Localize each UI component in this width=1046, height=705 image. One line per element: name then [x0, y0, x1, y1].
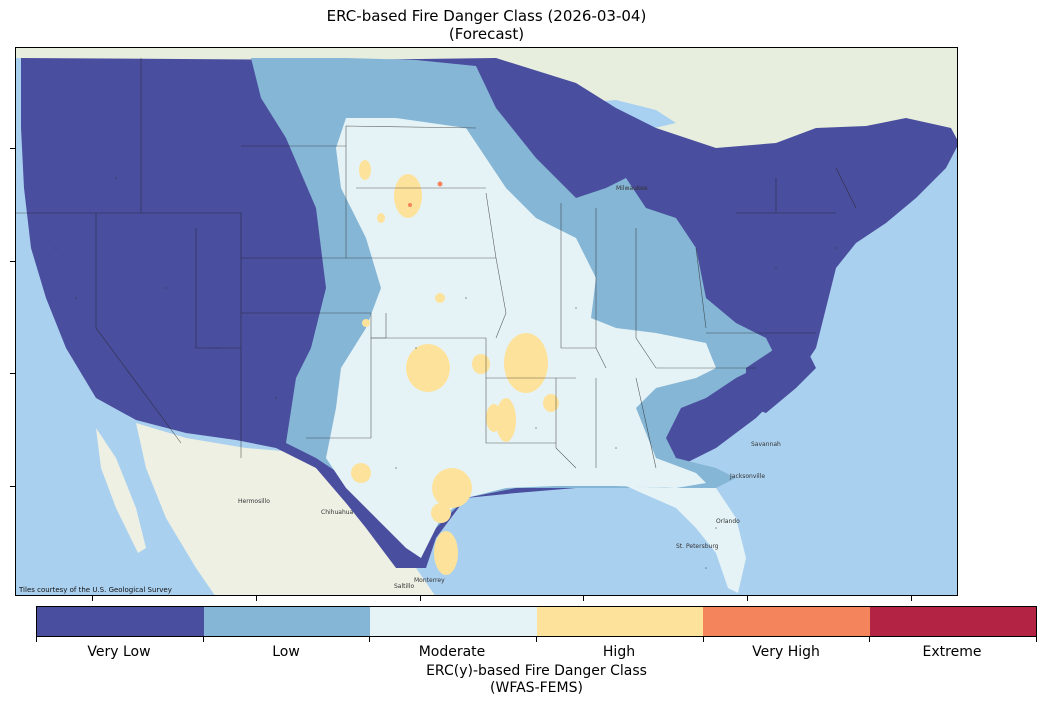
- place-label: Orlando: [716, 518, 740, 525]
- y-tick: [10, 373, 15, 374]
- mexico-land: [136, 423, 435, 595]
- x-tick: [420, 596, 421, 601]
- place-label: St. Petersburg: [676, 543, 719, 550]
- baja-california: [96, 428, 146, 553]
- colorbar-tick: [869, 637, 870, 642]
- colorbar-tick: [369, 637, 370, 642]
- class-high-patch: [406, 344, 450, 392]
- place-label: Monterrey: [414, 577, 445, 584]
- class-high-patch: [504, 333, 548, 393]
- class-high-patch: [496, 398, 516, 442]
- class-high-patch: [394, 174, 422, 218]
- colorbar-low: [203, 607, 370, 636]
- colorbar-label-very-high: Very High: [752, 644, 820, 660]
- place-label: Savannah: [751, 441, 781, 448]
- map-attribution: Tiles courtesy of the U.S. Geological Su…: [19, 586, 172, 594]
- place-labels: Hermosillo Chihuahua Monterrey Saltillo …: [238, 185, 781, 590]
- class-high-patch: [432, 468, 472, 508]
- class-high-patch: [359, 160, 371, 180]
- colorbar-tick: [536, 637, 537, 642]
- colorbar-very-high: [703, 607, 870, 636]
- place-label: Chihuahua: [321, 509, 354, 516]
- class-high-patch: [434, 531, 458, 575]
- map-canvas: Hermosillo Chihuahua Monterrey Saltillo …: [16, 48, 957, 595]
- colorbar-label-very-low: Very Low: [87, 644, 151, 660]
- colorbar-tick: [703, 637, 704, 642]
- colorbar-title-line-2: (WFAS-FEMS): [490, 680, 583, 696]
- title-line-1: ERC-based Fire Danger Class (2026-03-04): [326, 7, 647, 25]
- chart-title: ERC-based Fire Danger Class (2026-03-04)…: [0, 7, 973, 43]
- colorbar-moderate: [370, 607, 537, 636]
- class-high-patch: [543, 394, 559, 412]
- colorbar-label-moderate: Moderate: [418, 644, 486, 660]
- class-very-high-dot: [408, 203, 412, 207]
- place-label: Saltillo: [394, 583, 415, 590]
- x-tick: [256, 596, 257, 601]
- title-line-2: (Forecast): [448, 25, 525, 43]
- class-high-patch: [472, 354, 490, 374]
- colorbar-tick: [1036, 637, 1037, 642]
- colorbar-label-low: Low: [272, 644, 300, 660]
- class-high-patch: [362, 319, 370, 327]
- colorbar: [36, 606, 1037, 637]
- colorbar-extreme: [869, 607, 1036, 636]
- y-tick: [10, 486, 15, 487]
- colorbar-title: ERC(y)-based Fire Danger Class (WFAS-FEM…: [36, 663, 1037, 697]
- class-high-patch: [431, 503, 451, 523]
- y-tick: [10, 261, 15, 262]
- colorbar-tick: [203, 637, 204, 642]
- x-tick: [911, 596, 912, 601]
- y-tick: [10, 148, 15, 149]
- class-moderate-florida: [626, 486, 746, 593]
- place-label: Jacksonville: [729, 473, 765, 480]
- place-label: Milwaukee: [616, 185, 648, 192]
- colorbar-title-line-1: ERC(y)-based Fire Danger Class: [426, 663, 647, 679]
- x-tick: [583, 596, 584, 601]
- state-boundaries: [16, 58, 857, 469]
- colorbar-tick: [36, 637, 37, 642]
- place-label: Hermosillo: [238, 498, 270, 505]
- colorbar-label-high: High: [602, 644, 636, 660]
- colorbar-high: [536, 607, 703, 636]
- class-high-patch: [351, 463, 371, 483]
- class-very-low-coast: [746, 348, 816, 413]
- class-high-patch: [435, 293, 445, 303]
- colorbar-very-low: [37, 607, 204, 636]
- x-tick: [747, 596, 748, 601]
- class-high-patch: [377, 213, 385, 223]
- fire-danger-map[interactable]: Hermosillo Chihuahua Monterrey Saltillo …: [15, 47, 958, 596]
- colorbar-label-extreme: Extreme: [922, 644, 982, 660]
- x-tick: [92, 596, 93, 601]
- station-markers: [55, 177, 837, 569]
- class-very-high-dot: [437, 181, 443, 187]
